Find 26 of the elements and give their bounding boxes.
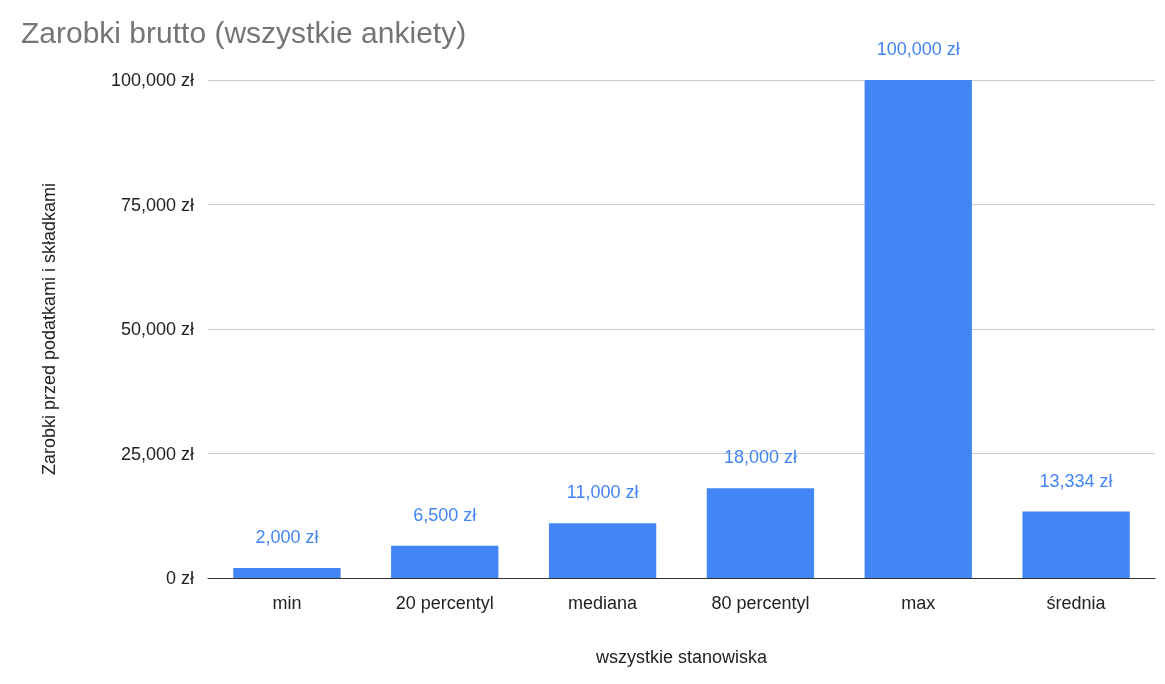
x-tick-label: min [272,593,302,613]
data-label: 11,000 zł [566,482,639,503]
x-tick-label: 80 percentyl [711,593,810,613]
x-tick-label: 20 percentyl [395,593,494,613]
bar [1022,511,1130,578]
y-tick-label: 75,000 zł [120,194,194,215]
data-label: 13,334 zł [1039,470,1113,491]
bar [233,568,341,578]
bar [391,545,499,578]
y-tick-label: 0 zł [165,568,194,588]
x-axis-title: wszystkie stanowiska [594,647,769,667]
x-tick-label: średnia [1046,593,1107,613]
bar [864,80,972,578]
bar [706,488,815,578]
y-tick-label: 50,000 zł [120,319,194,339]
data-label: 18,000 zł [723,447,797,468]
data-label: 100,000 zł [876,39,960,59]
data-label: 6,500 zł [413,504,477,525]
chart-title: Zarobki brutto (wszystkie ankiety) [21,15,467,49]
x-tick-label: mediana [568,593,639,613]
y-tick-label: 25,000 zł [120,443,194,464]
y-axis-title: Zarobki przed podatkami i składkami [39,182,59,476]
bar [548,523,657,578]
data-label: 2,000 zł [255,527,319,548]
y-tick-label: 100,000 zł [110,70,194,90]
x-tick-label: max [901,593,936,613]
